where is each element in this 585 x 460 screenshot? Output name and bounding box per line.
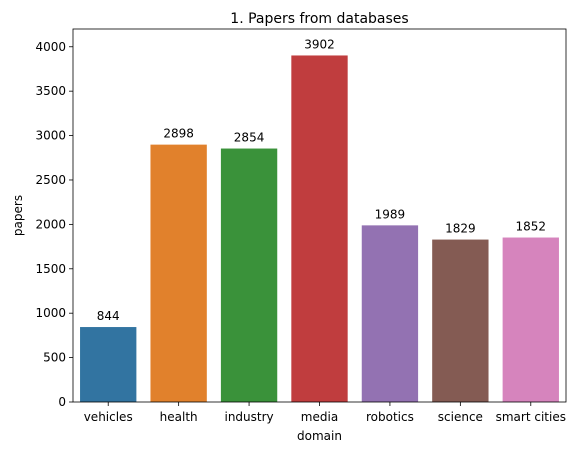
x-tick-label: health: [160, 410, 198, 424]
x-tick-label: robotics: [366, 410, 414, 424]
y-axis-label: papers: [11, 195, 25, 236]
y-tick-label: 4000: [35, 40, 66, 54]
data-label: 2898: [163, 127, 194, 141]
y-tick-label: 1500: [35, 262, 66, 276]
data-label: 2854: [234, 131, 265, 145]
y-tick-label: 3000: [35, 129, 66, 143]
data-label: 3902: [304, 37, 335, 51]
x-tick-label: smart cities: [496, 410, 566, 424]
x-axis: vehicles health industry media robotics scien…: [84, 402, 566, 424]
y-tick-label: 2000: [35, 217, 66, 231]
y-tick-label: 0: [58, 395, 66, 409]
bar-vehicles: [80, 327, 137, 402]
bar-health: [150, 144, 207, 402]
y-tick-label: 3500: [35, 84, 66, 98]
data-label: 1989: [375, 207, 406, 221]
y-tick-label: 2500: [35, 173, 66, 187]
bar-smart-cities: [502, 237, 559, 402]
x-tick-label: vehicles: [84, 410, 133, 424]
data-label: 844: [97, 309, 120, 323]
chart-title: 1. Papers from databases: [230, 11, 408, 27]
data-labels-group: 844 2898 2854 3902 1989 1829 1852: [97, 37, 546, 323]
bar-industry: [220, 148, 278, 402]
bar-robotics: [361, 225, 419, 402]
x-tick-label: science: [438, 410, 483, 424]
data-label: 1829: [445, 222, 476, 236]
bar-media: [291, 55, 348, 402]
y-axis: 0 500 1000 1500 2000 2500 3000 3500 4000: [35, 40, 73, 409]
y-tick-label: 500: [43, 351, 66, 365]
bars-group: [80, 55, 559, 402]
data-label: 1852: [516, 220, 547, 234]
x-tick-label: industry: [224, 410, 273, 424]
x-tick-label: media: [301, 410, 338, 424]
bar-science: [432, 239, 489, 402]
plot-frame: [72, 28, 567, 403]
x-axis-label: domain: [297, 429, 342, 443]
y-tick-label: 1000: [35, 306, 66, 320]
